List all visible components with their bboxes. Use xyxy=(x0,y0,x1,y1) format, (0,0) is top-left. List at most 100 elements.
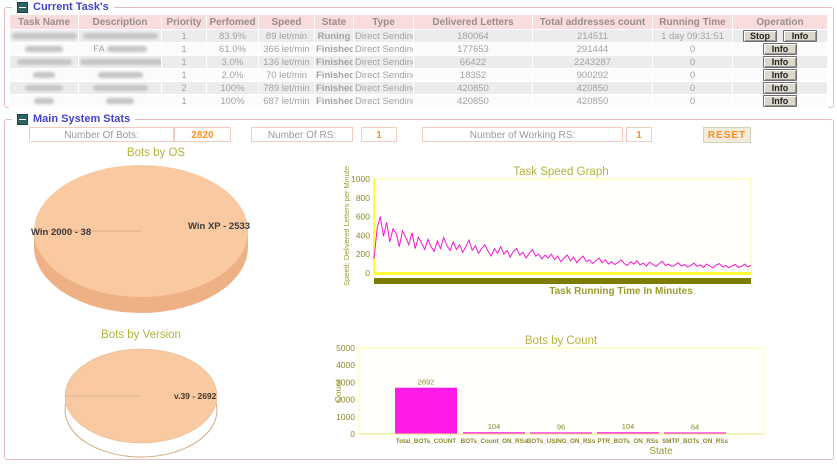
task-operation-cell: Info xyxy=(732,94,828,108)
task-running-time-cell: 0 xyxy=(652,81,733,95)
number-of-rs-value: 1 xyxy=(361,127,397,142)
stop-task-button[interactable]: Stop xyxy=(743,30,777,42)
task-delivered-cell: 66422 xyxy=(413,55,533,69)
redacted-text xyxy=(34,97,54,104)
bots-by-count-title: Bots by Count xyxy=(525,335,598,347)
count-ytick: 1000 xyxy=(336,412,355,422)
info-task-button[interactable]: Info xyxy=(763,95,797,107)
col-state: State xyxy=(314,14,354,30)
count-ytick: 2000 xyxy=(336,395,355,405)
count-ytick: 0 xyxy=(350,429,355,439)
task-delivered-cell: 18352 xyxy=(413,68,533,82)
task-delivered-cell: 420850 xyxy=(413,81,533,95)
task-name-cell xyxy=(9,55,79,69)
task-name-cell xyxy=(9,68,79,82)
count-bar-value: 104 xyxy=(488,422,501,431)
task-total-addresses-cell: 420850 xyxy=(532,94,653,108)
speed-ytick: 600 xyxy=(356,212,370,222)
redacted-text xyxy=(106,97,134,104)
bots-by-count-svg: Bots by Count 0 1000 2000 3000 4000 5000 2692 To… xyxy=(333,335,765,457)
count-bar xyxy=(530,432,592,434)
speed-x-axis xyxy=(374,272,751,275)
task-description-cell xyxy=(78,55,162,69)
task-performed-cell: 2.0% xyxy=(206,68,259,82)
collapse-icon[interactable] xyxy=(17,113,28,125)
task-description-text: FA xyxy=(93,43,105,55)
count-category-label: SMTP_BOTs_ON_RSs xyxy=(662,438,729,445)
count-bar-value: 96 xyxy=(557,422,565,431)
info-task-button[interactable]: Info xyxy=(763,69,797,81)
collapse-icon[interactable] xyxy=(17,1,28,13)
info-task-button[interactable]: Info xyxy=(763,56,797,68)
task-type-cell: Direct Sending xyxy=(353,68,414,82)
task-total-addresses-cell: 2243287 xyxy=(532,55,653,69)
speed-ytick: 400 xyxy=(356,230,370,240)
info-task-button[interactable]: Info xyxy=(763,43,797,55)
task-speed-cell: 789 let/min xyxy=(258,81,315,95)
redacted-text xyxy=(80,58,161,65)
task-operation-cell: Info xyxy=(732,68,828,82)
bots-by-count-chart: Bots by Count 0 1000 2000 3000 4000 5000 2692 To… xyxy=(331,331,791,463)
redacted-text xyxy=(82,32,158,39)
task-priority-cell: 1 xyxy=(161,68,207,82)
number-of-bots-value: 2820 xyxy=(174,127,231,142)
bots-by-os-svg: Bots by OS Win 2000 - 38 Win XP - 2533 xyxy=(31,147,250,313)
task-performed-cell: 3.0% xyxy=(206,55,259,69)
count-bar xyxy=(463,432,525,434)
reset-button[interactable]: RESET xyxy=(703,127,751,143)
task-state-cell: Runing xyxy=(314,29,354,43)
pie-os-label-win2000: Win 2000 - 38 xyxy=(31,227,91,238)
count-bar-value: 104 xyxy=(622,422,635,431)
count-ytick: 3000 xyxy=(336,377,355,387)
current-tasks-panel: Current Task's Task Name Description Pri… xyxy=(4,0,834,108)
speed-ytick: 200 xyxy=(356,249,370,259)
task-performed-cell: 61.0% xyxy=(206,42,259,56)
number-of-working-rs-value: 1 xyxy=(626,127,652,142)
task-performed-cell: 83.9% xyxy=(206,29,259,43)
task-speed-cell: 136 let/min xyxy=(258,55,315,69)
task-description-cell xyxy=(78,29,162,43)
task-priority-cell: 1 xyxy=(161,29,207,43)
main-system-stats-panel: Main System Stats Number Of Bots: 2820 N… xyxy=(4,112,834,463)
task-description-cell xyxy=(78,94,162,108)
task-name-cell xyxy=(9,42,79,56)
count-bar xyxy=(664,432,726,434)
task-row: 1 3.0% 136 let/min Finished Direct Sending 66… xyxy=(9,55,828,69)
speed-ytick: 1000 xyxy=(351,174,370,184)
number-of-rs-label: Number Of RS: xyxy=(251,127,353,142)
task-operation-cell: Stop Info xyxy=(732,29,828,43)
task-row: FA 1 61.0% 366 let/min Finished Direct Sendin… xyxy=(9,42,828,56)
task-type-cell: Direct Sending xyxy=(353,94,414,108)
task-running-time-cell: 1 day 09:31:51 xyxy=(652,29,733,43)
bots-by-version-title: Bots by Version xyxy=(101,329,181,341)
count-bar-value: 2692 xyxy=(418,378,435,387)
redacted-text xyxy=(11,32,77,39)
speed-ylabel: Speed: Delivered Letters per Minute xyxy=(342,166,351,286)
task-speed-graph-title: Task Speed Graph xyxy=(513,166,608,178)
bots-by-os-chart: Bots by OS Win 2000 - 38 Win XP - 2533 xyxy=(21,143,321,328)
redacted-text xyxy=(25,84,63,91)
col-perfomed: Perfomed xyxy=(206,14,259,30)
task-priority-cell: 1 xyxy=(161,94,207,108)
count-bar xyxy=(597,432,659,434)
speed-ytick: 800 xyxy=(356,193,370,203)
pie-os-label-winxp: Win XP - 2533 xyxy=(188,221,250,232)
task-priority-cell: 2 xyxy=(161,81,207,95)
task-delivered-cell: 180064 xyxy=(413,29,533,43)
count-ytick: 4000 xyxy=(336,360,355,370)
count-xlabel: State xyxy=(649,446,673,457)
task-description-cell: FA xyxy=(78,42,162,56)
task-speed-cell: 366 let/min xyxy=(258,42,315,56)
info-task-button[interactable]: Info xyxy=(763,82,797,94)
bots-by-version-chart: Bots by Version v.39 - 2692 xyxy=(31,323,311,464)
col-total-addresses: Total addresses count xyxy=(532,14,653,30)
speed-xtick-strip xyxy=(374,278,751,284)
task-row: 1 100% 687 let/min Finished Direct Sending 42… xyxy=(9,94,828,108)
task-name-cell xyxy=(9,94,79,108)
task-type-cell: Direct Sending xyxy=(353,55,414,69)
number-of-working-rs-label: Number of Working RS: xyxy=(422,127,623,142)
tasks-table: Task Name Description Priority Perfomed … xyxy=(9,14,828,108)
info-task-button[interactable]: Info xyxy=(783,30,817,42)
task-type-cell: Direct Sending xyxy=(353,81,414,95)
task-priority-cell: 1 xyxy=(161,42,207,56)
